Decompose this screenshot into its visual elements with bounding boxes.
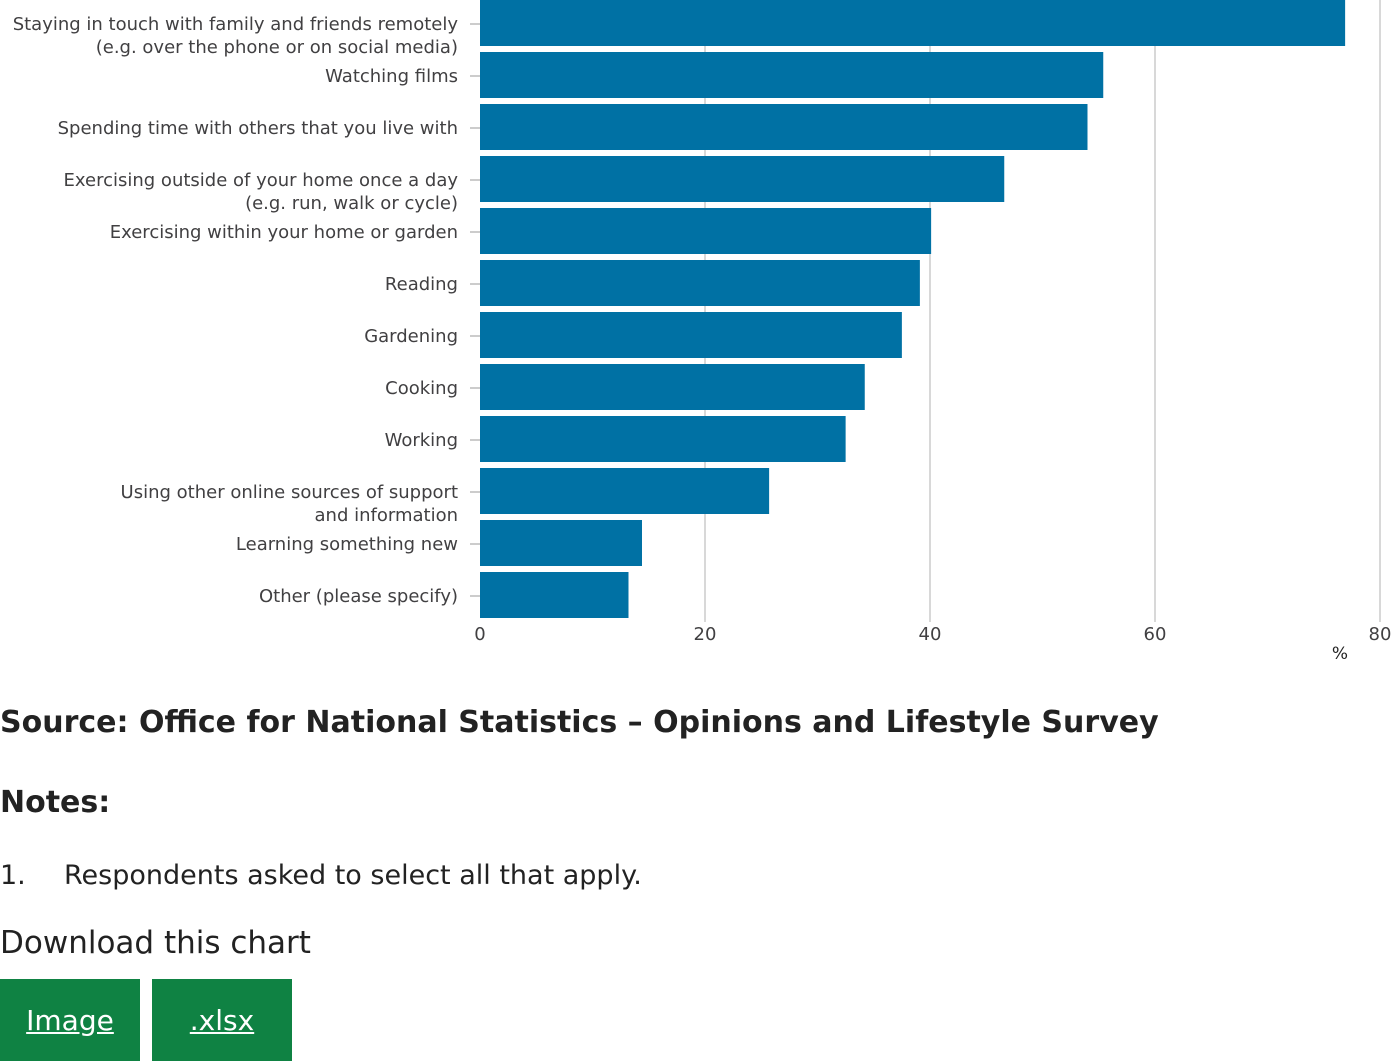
category-label: Working <box>385 430 458 451</box>
bar <box>480 520 642 566</box>
bar <box>480 52 1104 98</box>
category-label: Using other online sources of support <box>121 482 458 503</box>
bar <box>480 208 932 254</box>
bar <box>480 104 1088 150</box>
download-image-button[interactable]: Image <box>0 979 140 1061</box>
x-axis-ticks: 0 20 40 60 80 <box>470 23 1392 645</box>
bar <box>480 572 629 618</box>
bars <box>480 0 1346 618</box>
download-heading: Download this chart <box>0 925 311 961</box>
category-label: Exercising outside of your home once a d… <box>64 170 459 191</box>
x-tick-label: 20 <box>694 624 717 645</box>
bar <box>480 0 1346 46</box>
download-xlsx-button[interactable]: .xlsx <box>152 979 292 1061</box>
bar <box>480 260 920 306</box>
x-tick-label: 80 <box>1369 624 1392 645</box>
bar-chart: Staying in touch with family and friends… <box>13 0 1392 664</box>
bar <box>480 468 770 514</box>
x-tick-label: 0 <box>474 624 485 645</box>
category-label: Other (please specify) <box>259 586 458 607</box>
note-item: 1. Respondents asked to select all that a… <box>0 860 642 891</box>
bar <box>480 312 902 358</box>
category-label: Spending time with others that you live … <box>58 118 458 139</box>
bar <box>480 416 846 462</box>
x-tick-label: 60 <box>1144 624 1167 645</box>
category-label: (e.g. run, walk or cycle) <box>245 193 458 214</box>
category-label: Watching films <box>325 66 458 87</box>
category-label: Gardening <box>364 326 458 347</box>
gridlines <box>704 0 1381 622</box>
x-tick-label: 40 <box>919 624 942 645</box>
category-label: (e.g. over the phone or on social media) <box>96 37 458 58</box>
category-label: Reading <box>385 274 458 295</box>
category-label: and information <box>315 505 458 526</box>
bar <box>480 364 865 410</box>
category-label: Staying in touch with family and friends… <box>13 14 459 35</box>
category-label: Cooking <box>385 378 458 399</box>
note-number: 1. <box>0 860 26 891</box>
x-axis-unit-label: % <box>1332 644 1348 664</box>
category-label: Exercising within your home or garden <box>110 222 458 243</box>
notes-heading: Notes: <box>0 785 111 820</box>
category-label: Learning something new <box>236 534 458 555</box>
category-labels: Staying in touch with family and friends… <box>13 14 459 607</box>
source-text: Source: Office for National Statistics –… <box>0 705 1159 740</box>
note-text: Respondents asked to select all that app… <box>64 860 642 891</box>
bar <box>480 156 1005 202</box>
